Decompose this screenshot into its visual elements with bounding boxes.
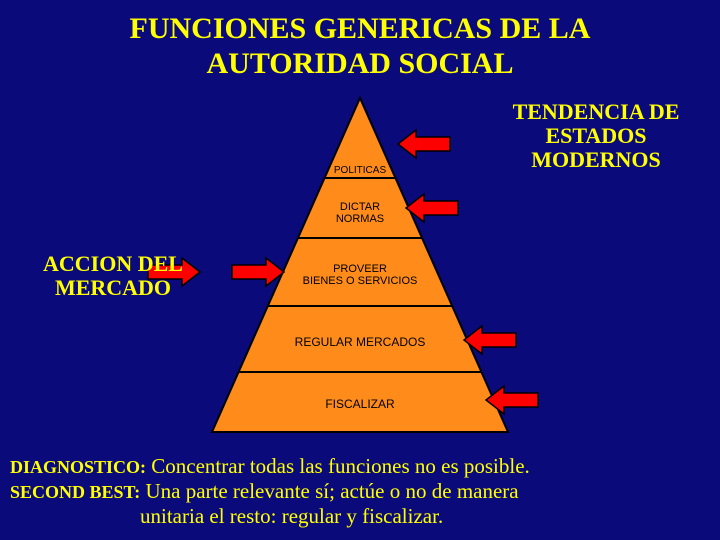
left-label-l1: ACCION DEL [43, 251, 183, 276]
right-label-l1: TENDENCIA DE [513, 99, 680, 124]
pyramid-level-label: POLITICAS [315, 166, 405, 177]
footer-line-sb: SECOND BEST: Una parte relevante sí; act… [10, 479, 710, 504]
footer-text: DIAGNOSTICO: Concentrar todas las funcio… [10, 454, 710, 530]
arrow-icon [398, 130, 450, 158]
arrow-icon [232, 258, 284, 286]
pyramid-level-label: FISCALIZAR [260, 398, 460, 411]
diag-label: DIAGNOSTICO: [10, 457, 146, 477]
left-label-l2: MERCADO [55, 275, 171, 300]
sb-text: Una parte relevante sí; actúe o no de ma… [140, 479, 518, 503]
left-side-label: ACCION DEL MERCADO [28, 252, 198, 300]
sb-label: SECOND BEST: [10, 482, 140, 502]
pyramid-level-label: DICTARNORMAS [305, 202, 415, 225]
right-side-label: TENDENCIA DE ESTADOS MODERNOS [486, 100, 706, 173]
diag-text: Concentrar todas las funciones no es pos… [146, 454, 530, 478]
pyramid-level-label: PROVEERBIENES O SERVICIOS [280, 264, 440, 287]
footer-line-diag: DIAGNOSTICO: Concentrar todas las funcio… [10, 454, 710, 479]
footer-line-sb2: unitaria el resto: regular y fiscalizar. [10, 504, 710, 529]
right-label-l3: MODERNOS [531, 147, 661, 172]
pyramid-level-label: REGULAR MERCADOS [260, 336, 460, 349]
right-label-l2: ESTADOS [545, 123, 646, 148]
